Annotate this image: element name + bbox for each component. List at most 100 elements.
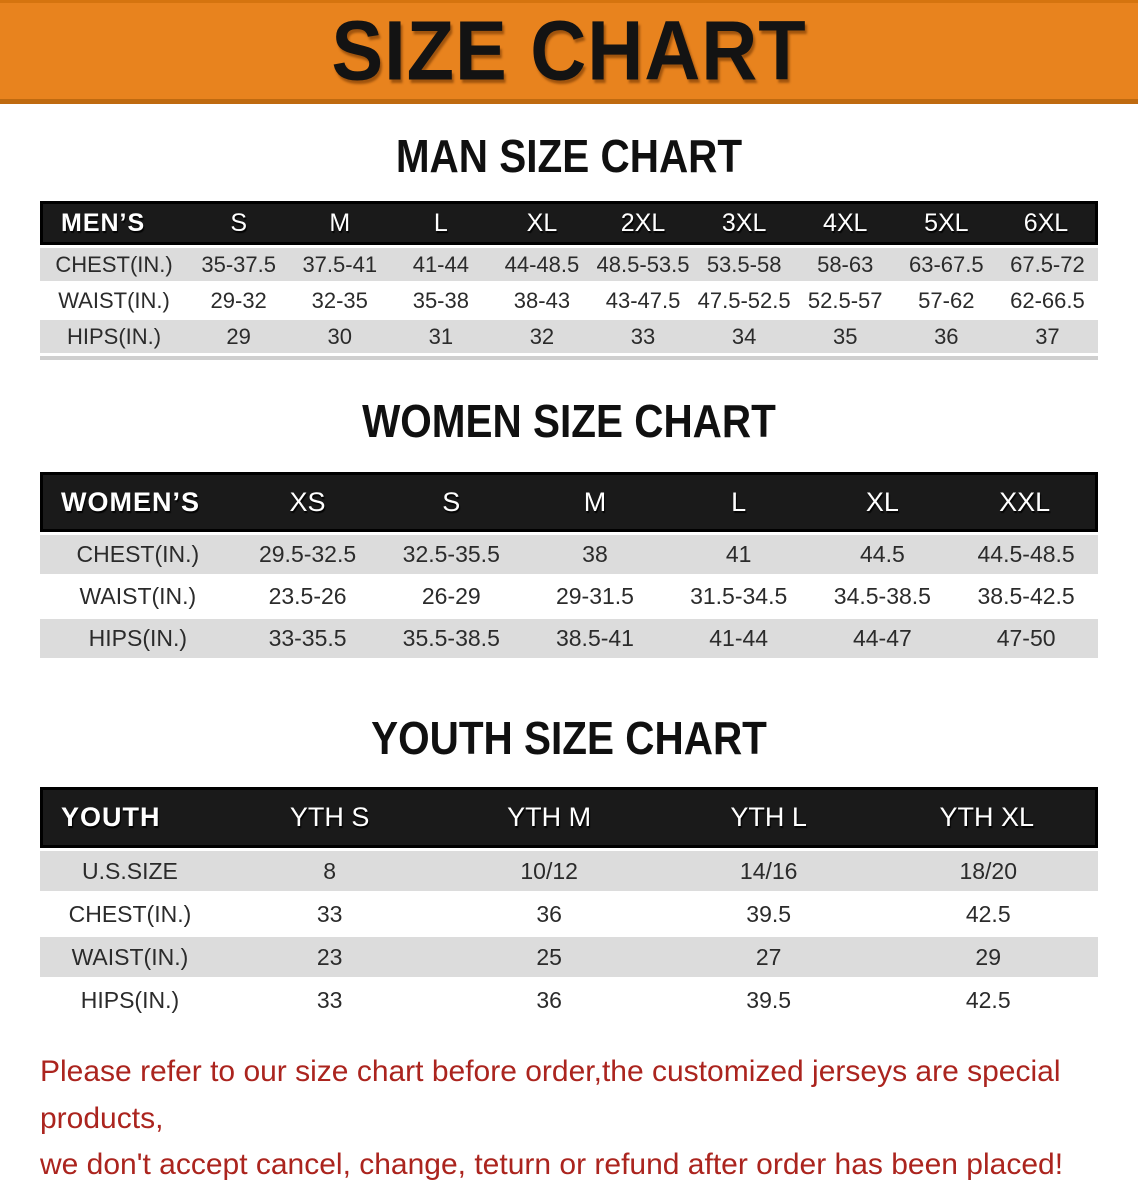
youth-size-section: YOUTH SIZE CHART YOUTH YTH S YTH M YTH L YTH… — [0, 711, 1138, 1023]
measure-value: 44-48.5 — [491, 248, 593, 281]
measure-value: 38 — [523, 535, 667, 574]
measure-label: WAIST(IN.) — [40, 577, 236, 616]
measure-label: HIPS(IN.) — [40, 320, 189, 353]
size-column-header: M — [523, 472, 667, 532]
measure-value: 36 — [439, 980, 659, 1020]
size-column-header: YTH L — [658, 787, 879, 848]
measure-value: 25 — [439, 937, 659, 977]
measure-value: 47.5-52.5 — [693, 284, 795, 317]
measure-value: 67.5-72 — [996, 248, 1098, 281]
size-column-header: L — [666, 472, 811, 532]
size-column-header: XL — [810, 472, 955, 532]
measure-value: 48.5-53.5 — [592, 248, 694, 281]
measure-value: 33 — [219, 980, 440, 1020]
measure-label: WAIST(IN.) — [40, 284, 189, 317]
measure-value: 53.5-58 — [693, 248, 795, 281]
size-column-header: YTH M — [439, 787, 659, 848]
measure-row: WAIST(IN.) 23.5-26 26-29 29-31.5 31.5-34.5 34… — [40, 577, 1098, 616]
size-column-header: XS — [235, 472, 380, 532]
measure-value: 29 — [878, 937, 1098, 977]
measure-value: 33 — [592, 320, 694, 353]
measure-value: 52.5-57 — [794, 284, 896, 317]
men-section-title: MAN SIZE CHART — [395, 130, 743, 182]
disclaimer-line-1: Please refer to our size chart before or… — [40, 1055, 1061, 1135]
measure-value: 14/16 — [658, 851, 879, 891]
measure-row: CHEST(IN.) 29.5-32.5 32.5-35.5 38 41 44.5 44.5… — [40, 535, 1098, 574]
measure-value: 44.5 — [810, 535, 955, 574]
measure-row: HIPS(IN.) 33 36 39.5 42.5 — [40, 980, 1098, 1020]
measure-row: HIPS(IN.) 29 30 31 32 33 34 35 36 37 — [40, 320, 1098, 353]
measure-value: 35-37.5 — [188, 248, 290, 281]
measure-label: HIPS(IN.) — [40, 980, 220, 1020]
measure-row: WAIST(IN.) 29-32 32-35 35-38 38-43 43-47.5 47.… — [40, 284, 1098, 317]
measure-value: 8 — [219, 851, 440, 891]
women-size-table: WOMEN’S XS S M L XL XXL CHEST(IN.) 29.5-32.5 32.5… — [40, 469, 1098, 661]
measure-value: 27 — [658, 937, 879, 977]
measure-value: 39.5 — [658, 980, 879, 1020]
women-section-title: WOMEN SIZE CHART — [362, 395, 776, 447]
men-size-table-container: MEN’S S M L XL 2XL 3XL 4XL 5XL 6XL CHEST(IN.) 35-37… — [40, 198, 1098, 360]
disclaimer-line-2: we don't accept cancel, change, teturn o… — [40, 1148, 1064, 1181]
size-column-header: 2XL — [592, 201, 694, 245]
size-column-header: XL — [491, 201, 593, 245]
measure-value: 39.5 — [658, 894, 879, 934]
youth-section-title: YOUTH SIZE CHART — [371, 712, 767, 764]
measure-value: 41-44 — [666, 619, 811, 658]
measure-label: CHEST(IN.) — [40, 894, 220, 934]
men-header-row: MEN’S S M L XL 2XL 3XL 4XL 5XL 6XL — [40, 201, 1098, 245]
measure-value: 43-47.5 — [592, 284, 694, 317]
measure-value: 34 — [693, 320, 795, 353]
measure-row: WAIST(IN.) 23 25 27 29 — [40, 937, 1098, 977]
measure-value: 38-43 — [491, 284, 593, 317]
measure-label: U.S.SIZE — [40, 851, 220, 891]
women-size-table-container: WOMEN’S XS S M L XL XXL CHEST(IN.) 29.5-32.5 32.5… — [40, 469, 1098, 661]
measure-value: 58-63 — [794, 248, 896, 281]
measure-value: 62-66.5 — [996, 284, 1098, 317]
measure-value: 44-47 — [810, 619, 955, 658]
measure-value: 63-67.5 — [895, 248, 997, 281]
measure-value: 34.5-38.5 — [810, 577, 955, 616]
size-column-header: YTH S — [219, 787, 440, 848]
measure-value: 32 — [491, 320, 593, 353]
measure-value: 26-29 — [379, 577, 524, 616]
measure-value: 36 — [895, 320, 997, 353]
measure-value: 36 — [439, 894, 659, 934]
page-title: SIZE CHART — [331, 3, 807, 98]
size-column-header: 6XL — [996, 201, 1098, 245]
measure-value: 35.5-38.5 — [379, 619, 524, 658]
measure-value: 37 — [996, 320, 1098, 353]
size-column-header: 3XL — [693, 201, 795, 245]
size-column-header: 4XL — [794, 201, 896, 245]
measure-value: 10/12 — [439, 851, 659, 891]
measure-row: CHEST(IN.) 33 36 39.5 42.5 — [40, 894, 1098, 934]
measure-value: 44.5-48.5 — [954, 535, 1098, 574]
measure-label: CHEST(IN.) — [40, 535, 236, 574]
disclaimer-note: Please refer to our size chart before or… — [40, 1049, 1118, 1189]
size-column-header: XXL — [954, 472, 1098, 532]
measure-value: 23 — [219, 937, 440, 977]
size-chart-content: MAN SIZE CHART MEN’S S M L XL 2XL 3XL 4XL 5XL 6XL… — [0, 129, 1138, 1023]
measure-value: 38.5-42.5 — [954, 577, 1098, 616]
youth-header-row: YOUTH YTH S YTH M YTH L YTH XL — [40, 787, 1098, 848]
women-size-section: WOMEN SIZE CHART WOMEN’S XS S M L XL XXL CHEST(… — [0, 394, 1138, 661]
measure-value: 29-31.5 — [523, 577, 667, 616]
men-size-table: MEN’S S M L XL 2XL 3XL 4XL 5XL 6XL CHEST(IN.) 35-37… — [40, 198, 1098, 358]
size-column-header: S — [379, 472, 524, 532]
measure-row: CHEST(IN.) 35-37.5 37.5-41 41-44 44-48.5 48.5… — [40, 248, 1098, 281]
measure-value: 33-35.5 — [235, 619, 380, 658]
youth-size-table: YOUTH YTH S YTH M YTH L YTH XL U.S.SIZE 8 10/12… — [40, 784, 1098, 1023]
measure-value: 29 — [188, 320, 290, 353]
size-column-header: M — [289, 201, 391, 245]
measure-value: 47-50 — [954, 619, 1098, 658]
measure-value: 41 — [666, 535, 811, 574]
measure-label: CHEST(IN.) — [40, 248, 189, 281]
measure-label: HIPS(IN.) — [40, 619, 236, 658]
men-size-section: MAN SIZE CHART MEN’S S M L XL 2XL 3XL 4XL 5XL 6XL… — [0, 129, 1138, 360]
measure-row: U.S.SIZE 8 10/12 14/16 18/20 — [40, 851, 1098, 891]
size-column-header: 5XL — [895, 201, 997, 245]
measure-value: 41-44 — [390, 248, 492, 281]
measure-value: 32-35 — [289, 284, 391, 317]
banner: SIZE CHART — [0, 0, 1138, 104]
measure-value: 42.5 — [878, 980, 1098, 1020]
